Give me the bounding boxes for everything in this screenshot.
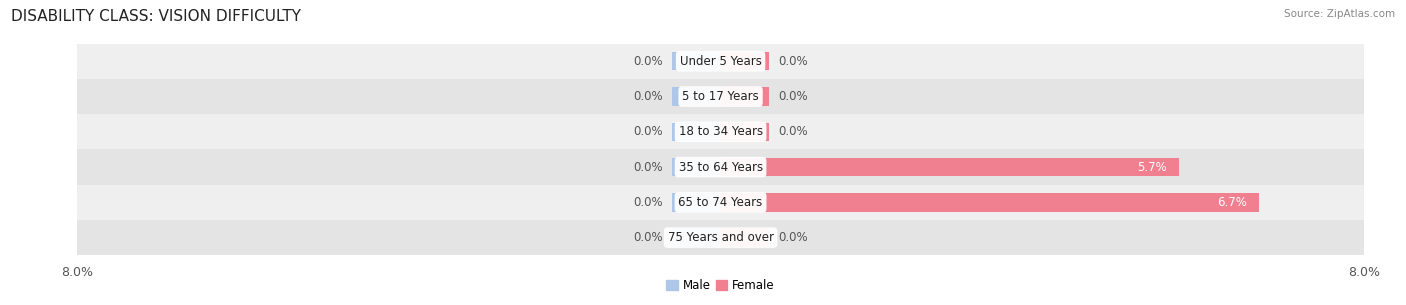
Bar xyxy=(721,52,769,70)
Text: 5.7%: 5.7% xyxy=(1137,161,1167,174)
Bar xyxy=(77,185,1364,220)
Text: 0.0%: 0.0% xyxy=(779,231,808,244)
Bar xyxy=(672,228,721,247)
Text: Under 5 Years: Under 5 Years xyxy=(679,55,762,68)
Bar xyxy=(672,52,721,70)
Bar xyxy=(672,87,721,106)
Text: 0.0%: 0.0% xyxy=(633,55,662,68)
Bar xyxy=(672,158,721,176)
Text: 0.0%: 0.0% xyxy=(633,161,662,174)
Text: 0.0%: 0.0% xyxy=(779,125,808,138)
Text: 0.0%: 0.0% xyxy=(779,55,808,68)
Bar xyxy=(77,114,1364,149)
Text: 75 Years and over: 75 Years and over xyxy=(668,231,773,244)
Text: 65 to 74 Years: 65 to 74 Years xyxy=(679,196,762,209)
Bar xyxy=(721,158,1178,176)
Bar xyxy=(672,123,721,141)
Text: DISABILITY CLASS: VISION DIFFICULTY: DISABILITY CLASS: VISION DIFFICULTY xyxy=(11,9,301,24)
Bar xyxy=(721,228,769,247)
Legend: Male, Female: Male, Female xyxy=(662,274,779,297)
Bar xyxy=(672,193,721,212)
Bar xyxy=(721,193,1260,212)
Text: 0.0%: 0.0% xyxy=(779,90,808,103)
Text: 0.0%: 0.0% xyxy=(633,196,662,209)
Bar xyxy=(77,149,1364,185)
Text: 35 to 64 Years: 35 to 64 Years xyxy=(679,161,762,174)
Bar xyxy=(721,123,769,141)
Text: 0.0%: 0.0% xyxy=(633,231,662,244)
Bar xyxy=(77,220,1364,255)
Text: 5 to 17 Years: 5 to 17 Years xyxy=(682,90,759,103)
Text: 6.7%: 6.7% xyxy=(1218,196,1247,209)
Text: 0.0%: 0.0% xyxy=(633,125,662,138)
Text: 18 to 34 Years: 18 to 34 Years xyxy=(679,125,762,138)
Text: Source: ZipAtlas.com: Source: ZipAtlas.com xyxy=(1284,9,1395,19)
Bar xyxy=(721,87,769,106)
Bar xyxy=(77,79,1364,114)
Text: 0.0%: 0.0% xyxy=(633,90,662,103)
Bar xyxy=(77,44,1364,79)
